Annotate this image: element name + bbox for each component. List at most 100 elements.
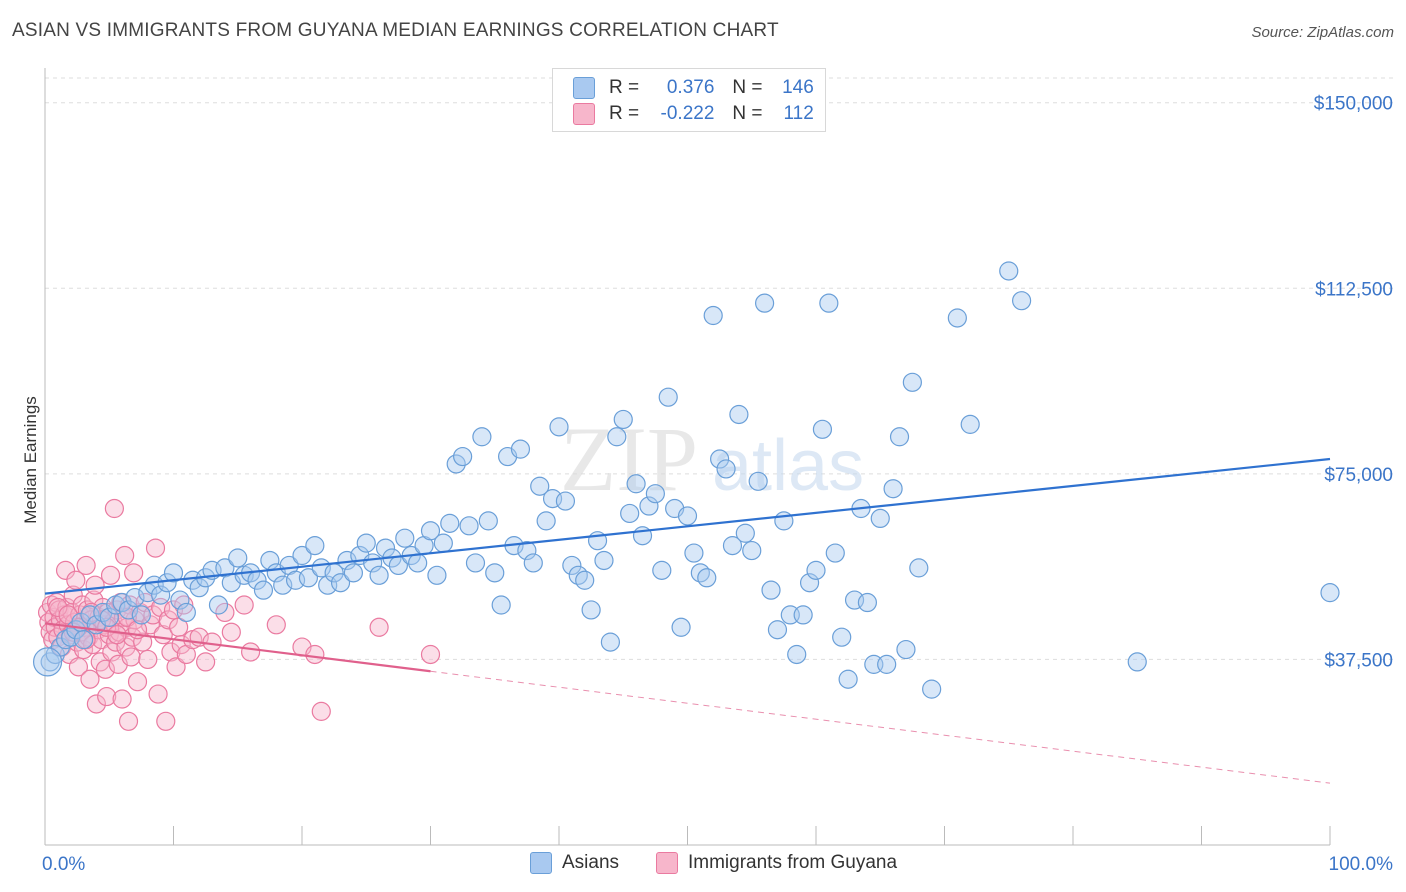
asian-point <box>356 533 376 553</box>
tick-labels: $37,500 $75,000 $112,500 $150,000 0.0% 100.0% <box>42 94 1393 875</box>
asian-point <box>742 540 762 561</box>
guyana-point <box>148 684 168 704</box>
asians-legend-label: Asians <box>562 852 620 874</box>
legend-n-value-asians: 146 <box>782 77 814 99</box>
legend-n-label-asians: N = <box>732 77 763 99</box>
guyana-point <box>85 575 105 595</box>
guyana-point <box>202 632 222 652</box>
asian-point <box>806 560 826 580</box>
guyana-point <box>66 570 86 590</box>
asians-swatch <box>573 77 595 99</box>
asian-point <box>748 471 768 491</box>
asian-point <box>446 454 466 474</box>
asian-point <box>999 261 1019 281</box>
legend-row-guyana: R = -0.222 N = 112 <box>573 103 814 127</box>
asian-point <box>626 474 646 494</box>
asian-point <box>253 580 274 600</box>
asian-point <box>600 632 621 652</box>
asian-point <box>369 565 389 585</box>
guyana-point <box>76 555 96 576</box>
asian-point <box>722 536 743 556</box>
asian-point <box>151 585 171 605</box>
asian-point <box>420 521 441 541</box>
asian-point <box>125 587 145 608</box>
asian-point <box>1127 652 1147 672</box>
asian-point <box>812 419 833 439</box>
asian-point <box>395 528 415 548</box>
legend-row-asians: R = 0.376 N = 146 <box>573 77 814 101</box>
x-tick-label-max: 100.0% <box>1329 854 1394 875</box>
asian-point <box>99 607 119 627</box>
asians-legend-swatch <box>530 852 552 874</box>
asian-point <box>343 563 363 583</box>
guyana-point <box>95 659 115 679</box>
asian-point <box>440 513 460 533</box>
asian-point <box>131 605 151 625</box>
guyana-point <box>311 701 331 721</box>
asian-point <box>960 414 980 434</box>
y-tick-label: $37,500 <box>1324 650 1393 671</box>
asian-point <box>568 565 588 585</box>
guyana-legend-label: Immigrants from Guyana <box>688 852 898 874</box>
guyana-point <box>420 644 441 665</box>
guyana-point <box>234 595 254 615</box>
asian-point <box>703 305 723 326</box>
asian-point <box>510 439 531 459</box>
asian-point <box>228 548 248 568</box>
guyana-point <box>102 642 122 662</box>
asian-point <box>909 558 929 578</box>
guyana-trend-line-dashed <box>430 670 1331 784</box>
asian-point <box>645 484 665 504</box>
legend-r-value-guyana: -0.222 <box>660 103 715 125</box>
asian-point <box>549 417 569 437</box>
watermark-zip: ZIP <box>560 408 698 510</box>
asian-point <box>639 496 659 516</box>
guyana-point <box>266 615 286 635</box>
watermark-atlas: atlas <box>712 426 864 506</box>
guyana-point <box>156 711 176 731</box>
asian-point <box>832 627 852 647</box>
asian-point <box>575 570 595 590</box>
guyana-point <box>55 560 76 580</box>
guyana-point <box>115 545 135 566</box>
guyana-point <box>97 686 117 707</box>
asian-point <box>652 560 672 580</box>
legend-r-label-asians: R = <box>609 77 640 99</box>
asian-point <box>562 555 582 576</box>
watermark: ZIP atlas <box>560 408 864 510</box>
asian-point <box>883 479 903 499</box>
guyana-point <box>124 563 144 583</box>
asian-point <box>478 511 498 531</box>
trend-lines <box>44 457 1331 784</box>
asian-point <box>889 427 910 447</box>
guyana-point <box>68 657 89 677</box>
asian-point <box>163 563 184 583</box>
guyana-point <box>100 565 121 585</box>
asian-point <box>112 592 132 613</box>
asian-point <box>433 533 453 553</box>
asian-point <box>870 508 890 529</box>
bottom-legend-guyana: Immigrants from Guyana <box>656 852 897 874</box>
y-tick-label: $112,500 <box>1315 279 1393 300</box>
guyana-point <box>133 632 153 652</box>
asian-point <box>189 578 209 598</box>
asian-point <box>536 511 556 531</box>
guyana-point <box>121 647 141 667</box>
asian-point <box>690 563 710 583</box>
asian-point <box>73 630 94 650</box>
asian-point <box>118 600 139 620</box>
guyana-point <box>143 605 163 625</box>
asian-point <box>825 543 845 563</box>
asian-point <box>613 409 633 430</box>
guyana-point <box>104 498 124 519</box>
guyana-point <box>118 711 139 731</box>
source-label: Source: ZipAtlas.com <box>1251 24 1394 41</box>
asian-point <box>208 595 229 615</box>
asian-point <box>922 679 942 699</box>
asian-point <box>298 568 319 588</box>
guyana-point <box>48 597 68 618</box>
guyana-point <box>80 669 100 689</box>
asian-point <box>857 592 878 613</box>
asian-point <box>793 605 813 625</box>
guyana-point <box>369 617 389 637</box>
